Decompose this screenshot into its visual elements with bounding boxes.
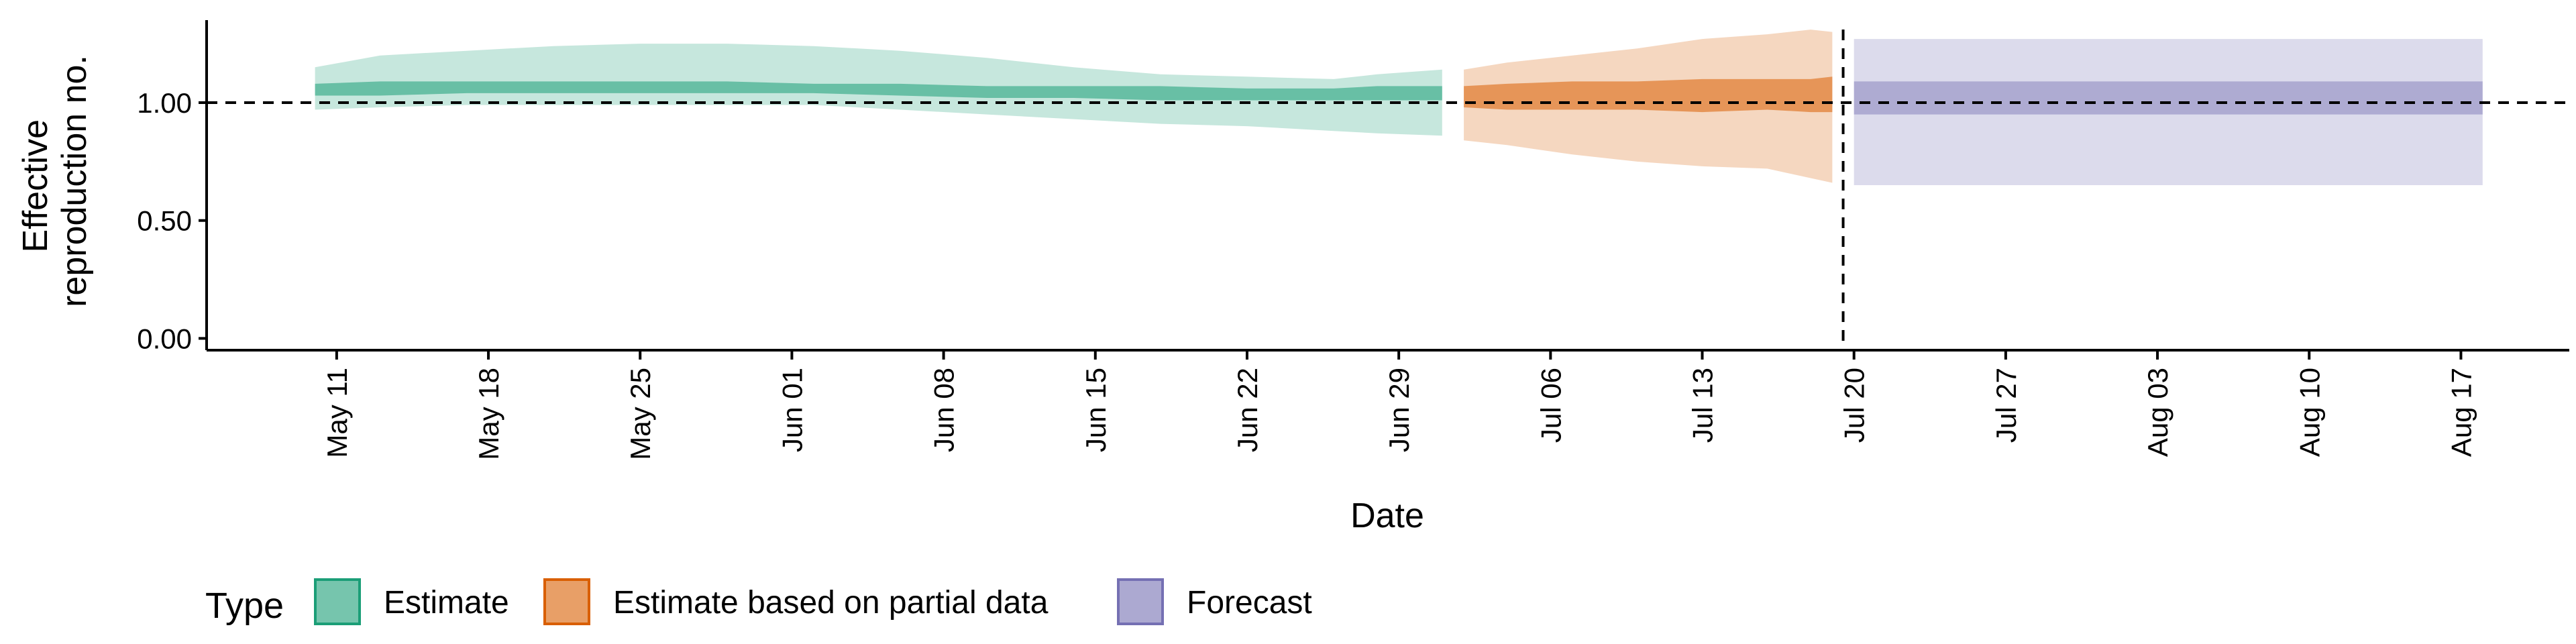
- y-axis-title-line-1: Effective: [16, 119, 55, 252]
- x-tick-label: Aug 03: [2142, 368, 2174, 457]
- x-tick-label: Jun 22: [1232, 368, 1263, 452]
- y-tick-label: 0.00: [137, 323, 192, 354]
- x-tick-label: Aug 17: [2445, 368, 2477, 457]
- plot-panel: 0.00 0.50 1.00 May 11 May 18 May 25 Jun 01 Jun…: [137, 20, 2569, 460]
- legend: Type Estimate Estimate based on partial d…: [205, 578, 1312, 626]
- legend-label-forecast: Forecast: [1187, 585, 1312, 621]
- y-axis-title-line-2: reproduction no.: [55, 55, 94, 307]
- legend-items: Estimate Estimate based on partial data Fo…: [314, 578, 1312, 625]
- legend-label-estimate: Estimate: [384, 585, 509, 621]
- x-ticks: May 11 May 18 May 25 Jun 01 Jun 08 Jun 15 Jun …: [321, 350, 2477, 460]
- legend-item-forecast: Forecast: [1117, 578, 1312, 625]
- x-tick-label: Jun 15: [1080, 368, 1112, 452]
- x-tick-label: Jun 08: [928, 368, 960, 452]
- band-inner-estimate-based-on-partial-data: [1464, 76, 1833, 113]
- band-inner-forecast: [1854, 81, 2483, 115]
- legend-item-estimate-based-on-partial-data: Estimate based on partial data: [543, 578, 1049, 625]
- legend-label-estimate-based-on-partial-data: Estimate based on partial data: [613, 585, 1049, 621]
- x-tick-label: Jul 20: [1839, 368, 1870, 443]
- legend-swatch-estimate-based-on-partial-data: [543, 578, 590, 625]
- legend-item-estimate: Estimate: [314, 578, 509, 625]
- legend-swatch-forecast: [1117, 578, 1164, 625]
- series-bands: [315, 30, 2483, 185]
- legend-swatch-estimate: [314, 578, 361, 625]
- x-tick-label: Jun 01: [776, 368, 808, 452]
- y-axis-title: Effective reproduction no.: [16, 55, 94, 307]
- x-axis-title: Date: [1350, 496, 1424, 535]
- x-tick-label: Aug 10: [2294, 368, 2325, 457]
- y-ticks: 0.00 0.50 1.00: [137, 87, 207, 354]
- y-tick-label: 0.50: [137, 205, 192, 237]
- x-tick-label: May 18: [473, 368, 504, 460]
- x-tick-label: Jul 13: [1687, 368, 1719, 443]
- legend-title: Type: [205, 586, 284, 626]
- x-tick-label: Jun 29: [1383, 368, 1415, 452]
- band-outer-forecast: [1854, 39, 2483, 185]
- x-tick-label: Jul 06: [1535, 368, 1566, 443]
- x-tick-label: Jul 27: [1990, 368, 2022, 443]
- y-tick-label: 1.00: [137, 87, 192, 119]
- x-tick-label: May 11: [321, 368, 353, 458]
- x-tick-label: May 25: [625, 368, 656, 460]
- band-inner-estimate: [315, 81, 1442, 101]
